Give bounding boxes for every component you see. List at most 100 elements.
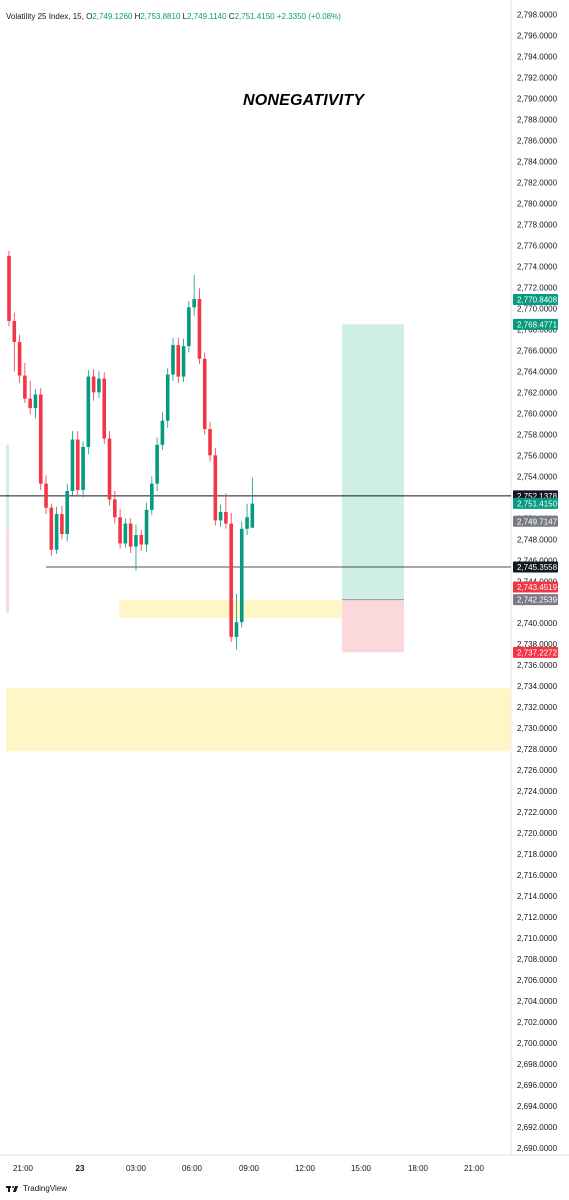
candle-body	[128, 523, 133, 547]
price-label-badge	[513, 646, 558, 658]
price-label-badge	[513, 318, 558, 330]
price-tick-label: 2,718.0000	[517, 850, 558, 859]
candle-body	[81, 446, 85, 490]
candle-body	[86, 376, 91, 447]
price-label-text: 2,745.3558	[517, 563, 558, 572]
price-tick-label: 2,756.0000	[517, 451, 558, 460]
candle-body	[97, 378, 101, 393]
price-tick-label: 2,774.0000	[517, 262, 558, 271]
candle-body	[239, 528, 244, 623]
price-tick-label: 2,692.0000	[517, 1123, 558, 1132]
price-tick-label: 2,798.0000	[517, 11, 558, 20]
prior-profit-area	[6, 444, 9, 529]
price-label-badge	[513, 594, 558, 606]
ohlc-legend: Volatility 25 Index, 15, O2,749.1260 H2,…	[6, 12, 341, 21]
candle-body	[202, 358, 207, 430]
price-tick-label: 2,762.0000	[517, 388, 558, 397]
candle-body	[28, 398, 32, 409]
profit-area	[342, 324, 404, 600]
candle-body	[91, 376, 96, 393]
time-tick-label: 03:00	[126, 1164, 147, 1173]
price-tick-label: 2,764.0000	[517, 367, 558, 376]
candle-body	[65, 490, 69, 535]
candle-body	[160, 420, 165, 445]
candle-body	[229, 523, 233, 637]
tradingview-branding[interactable]: TradingView	[6, 1184, 67, 1193]
candle-body	[155, 444, 159, 484]
price-label-badge	[513, 561, 558, 573]
price-tick-label: 2,776.0000	[517, 241, 558, 250]
candle-body	[171, 345, 175, 375]
price-tick-label: 2,732.0000	[517, 703, 558, 712]
price-tick-label: 2,706.0000	[517, 976, 558, 985]
candle-body	[113, 499, 117, 518]
open-label: O	[86, 12, 93, 21]
low-value: 2,749.1140	[187, 12, 227, 21]
candle-body	[218, 511, 223, 521]
open-value: 2,749.1260	[92, 12, 133, 21]
low-label: L	[182, 12, 188, 21]
candle-body	[75, 439, 80, 490]
price-label-text: 2,770.8408	[517, 296, 558, 305]
price-tick-label: 2,746.0000	[517, 556, 558, 565]
price-tick-label: 2,784.0000	[517, 157, 558, 166]
entry-zone	[119, 600, 349, 618]
price-tick-label: 2,690.0000	[517, 1144, 558, 1153]
candle-body	[181, 346, 186, 377]
candle-body	[250, 503, 255, 528]
change-value: +2.3350 (+0.08%)	[276, 12, 341, 21]
price-tick-label: 2,786.0000	[517, 136, 558, 145]
price-tick-label: 2,788.0000	[517, 115, 558, 124]
high-label: H	[134, 12, 141, 21]
price-tick-label: 2,792.0000	[517, 73, 558, 82]
price-tick-label: 2,772.0000	[517, 283, 558, 292]
price-label-text: 2,737.2272	[517, 648, 558, 657]
candle-body	[187, 307, 191, 347]
price-tick-label: 2,724.0000	[517, 787, 558, 796]
candle-body	[7, 255, 11, 321]
candle-body	[192, 298, 196, 308]
tradingview-logo-icon	[6, 1185, 20, 1193]
price-label-text: 2,751.4150	[517, 499, 558, 508]
price-tick-label: 2,734.0000	[517, 682, 558, 691]
candle-body	[17, 341, 22, 376]
candle-body	[38, 394, 43, 484]
high-value: 2,753.8810	[140, 12, 181, 21]
candle-body	[213, 455, 218, 521]
price-tick-label: 2,766.0000	[517, 346, 558, 355]
price-label-badge	[513, 515, 558, 527]
chart-annotation-text[interactable]: NONEGATIVITY	[243, 92, 365, 109]
price-tick-label: 2,770.0000	[517, 304, 558, 313]
candle-body	[234, 622, 239, 637]
candle-body	[33, 394, 38, 409]
price-tick-label: 2,736.0000	[517, 661, 558, 670]
candle-body	[118, 517, 122, 544]
price-tick-label: 2,716.0000	[517, 871, 558, 880]
price-label-badge	[513, 294, 558, 306]
price-tick-label: 2,714.0000	[517, 892, 558, 901]
price-tick-label: 2,754.0000	[517, 472, 558, 481]
price-tick-label: 2,796.0000	[517, 31, 558, 40]
loss-area	[342, 599, 404, 653]
candle-body	[134, 535, 138, 547]
time-tick-label: 12:00	[295, 1164, 316, 1173]
price-tick-label: 2,710.0000	[517, 934, 558, 943]
candle-body	[70, 439, 75, 491]
candle-body	[12, 320, 17, 342]
price-tick-label: 2,708.0000	[517, 955, 558, 964]
close-value: 2,751.4150	[234, 12, 275, 21]
candle-body	[123, 523, 128, 544]
close-label: C	[228, 12, 235, 21]
price-tick-label: 2,790.0000	[517, 94, 558, 103]
candle-body	[224, 511, 228, 524]
price-tick-label: 2,778.0000	[517, 220, 558, 229]
symbol-title: Volatility 25 Index, 15,	[6, 12, 84, 21]
candle-body	[60, 514, 64, 535]
price-tick-label: 2,794.0000	[517, 52, 558, 61]
price-label-text: 2,743.4519	[517, 583, 558, 592]
candle-body	[107, 438, 112, 500]
price-tick-label: 2,758.0000	[517, 430, 558, 439]
price-tick-label: 2,748.0000	[517, 535, 558, 544]
